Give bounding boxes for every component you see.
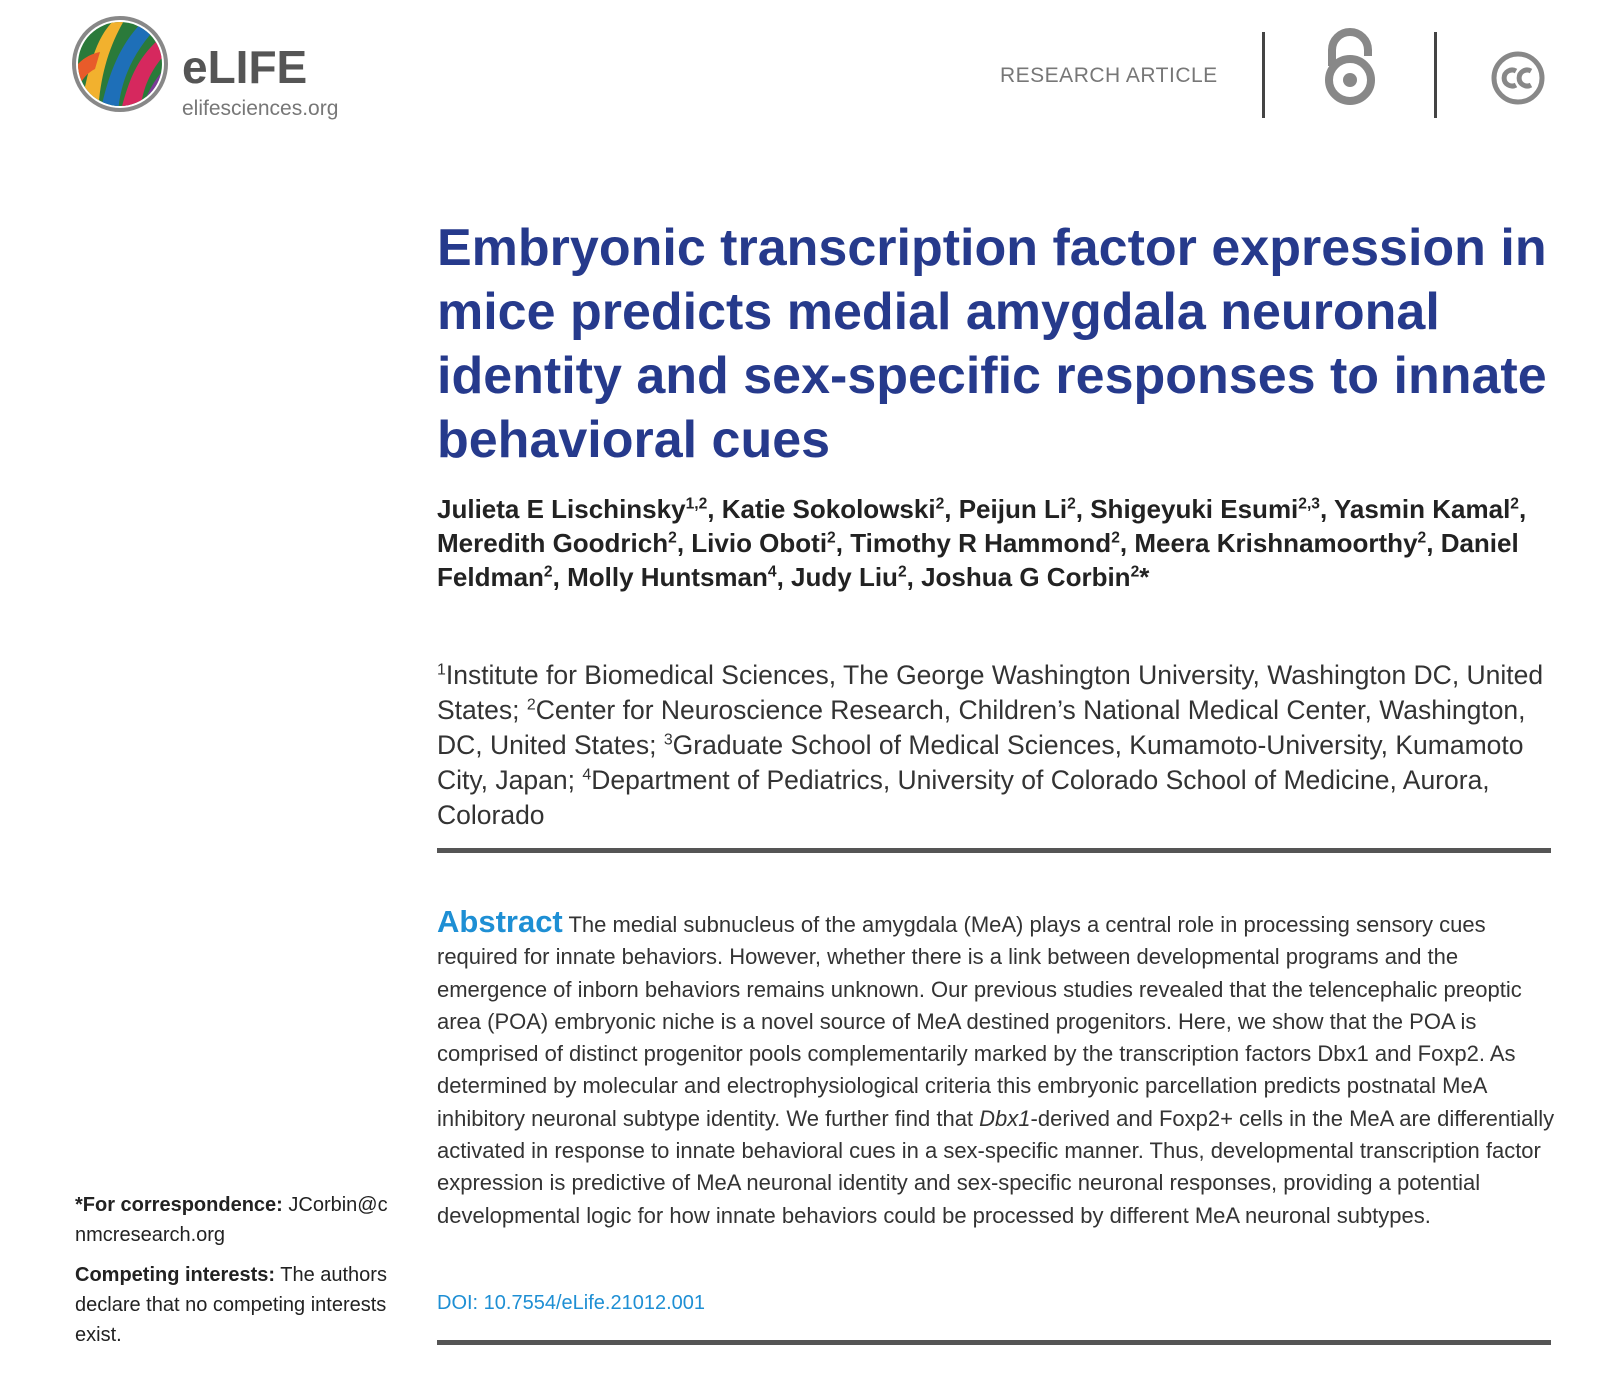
abstract-heading: Abstract	[437, 904, 563, 939]
author: Joshua G Corbin2*	[921, 562, 1149, 592]
affil-text: Department of Pediatrics, University of …	[437, 765, 1490, 830]
author-name: Shigeyuki Esumi	[1090, 494, 1299, 524]
divider	[1262, 32, 1265, 118]
affiliations: 1Institute for Biomedical Sciences, The …	[437, 658, 1557, 833]
author-affil-num: 2	[1510, 495, 1519, 513]
abstract-text: The medial subnucleus of the amygdala (M…	[437, 912, 1522, 1131]
email[interactable]: JCorbin@cnmcresearch.org	[75, 1194, 388, 1246]
abstract-text: -derived and Foxp2+ cells in the MeA are…	[437, 1105, 1555, 1228]
author-name: Daniel Feldman	[437, 528, 1519, 592]
punctuation: *	[1139, 562, 1150, 592]
author: Daniel Feldman2,	[437, 528, 1519, 592]
cc-icon	[1491, 51, 1545, 105]
affiliation: 3Graduate School of Medical Sciences, Ku…	[437, 730, 1524, 795]
affiliation: 4Department of Pediatrics, University of…	[437, 765, 1490, 830]
author-name: Livio Oboti	[691, 528, 828, 558]
author-affil-num: 2	[897, 563, 907, 581]
rule	[437, 1340, 1551, 1345]
article-type: RESEARCH ARTICLE	[1000, 64, 1218, 87]
open-access-icon	[1325, 28, 1375, 105]
author: Katie Sokolowski2,	[722, 494, 952, 524]
abstract: Abstract The medial subnucleus of the am…	[437, 904, 1557, 1232]
sidebar: *For correspondence: JCorbin@cnmcresearc…	[75, 1190, 395, 1360]
author-affil-num: 2	[1067, 495, 1076, 513]
label: Competing interests:	[75, 1264, 276, 1286]
affil-num: 4	[582, 766, 592, 784]
correspondence: *For correspondence: JCorbin@cnmcresearc…	[75, 1190, 395, 1250]
author-affil-num: 2	[1417, 529, 1427, 547]
author-affil-num: 4	[767, 563, 777, 581]
author: Livio Oboti2,	[691, 528, 843, 558]
author-list: Julieta E Lischinsky1,2, Katie Sokolowsk…	[437, 492, 1557, 594]
author-affil-num: 2	[543, 563, 553, 581]
affil-text: Graduate School of Medical Sciences, Kum…	[437, 730, 1524, 795]
author: Shigeyuki Esumi2,3,	[1090, 494, 1327, 524]
author-name: Timothy R Hammond	[850, 528, 1112, 558]
punctuation: ,	[944, 494, 952, 524]
affil-num: 1	[437, 661, 446, 679]
author-name: Meredith Goodrich	[437, 528, 669, 558]
author-name: Meera Krishnamoorthy	[1134, 528, 1418, 558]
punctuation: ,	[707, 494, 715, 524]
author: Julieta E Lischinsky1,2,	[437, 494, 714, 524]
author: Meera Krishnamoorthy2,	[1134, 528, 1433, 558]
punctuation: ,	[1426, 528, 1434, 558]
punctuation: ,	[1119, 528, 1128, 558]
author-name: Peijun Li	[958, 494, 1068, 524]
author: Timothy R Hammond2,	[850, 528, 1127, 558]
author-affil-num: 2	[1111, 529, 1120, 547]
abstract-italic: Dbx1	[979, 1105, 1031, 1131]
author-name: Molly Huntsman	[567, 562, 768, 592]
affil-num: 2	[526, 696, 536, 714]
author: Meredith Goodrich2,	[437, 528, 684, 558]
affil-text: Institute for Biomedical Sciences, The G…	[437, 660, 1544, 725]
author-name: Joshua G Corbin	[921, 562, 1131, 592]
author-name: Julieta E Lischinsky	[437, 494, 686, 524]
author-affil-num: 2	[827, 529, 836, 547]
doi-link[interactable]: DOI: 10.7554/eLife.21012.001	[437, 1292, 705, 1314]
author-affil-num: 1,2	[685, 495, 708, 513]
affiliation: 1Institute for Biomedical Sciences, The …	[437, 660, 1543, 725]
author-affil-num: 2	[668, 529, 677, 547]
author: Yasmin Kamal2,	[1334, 494, 1526, 524]
competing-interests: Competing interests: The authors declare…	[75, 1260, 395, 1350]
punctuation: ,	[1518, 494, 1527, 524]
elife-logo	[72, 16, 168, 112]
divider	[1434, 32, 1437, 118]
affil-text: Center for Neuroscience Research, Childr…	[437, 695, 1526, 760]
affiliation: 2Center for Neuroscience Research, Child…	[437, 695, 1526, 760]
rule	[437, 848, 1551, 853]
author-name: Katie Sokolowski	[721, 494, 936, 524]
punctuation: ,	[1075, 494, 1083, 524]
logo-name: eLIFE	[182, 41, 308, 93]
punctuation: ,	[776, 562, 784, 592]
author: Peijun Li2,	[959, 494, 1083, 524]
author-affil-num: 2	[1130, 563, 1140, 581]
author-name: Judy Liu	[791, 562, 898, 592]
author: Judy Liu2,	[791, 562, 914, 592]
punctuation: ,	[1319, 494, 1328, 524]
author-name: Yasmin Kamal	[1333, 494, 1511, 524]
value: The authors declare that no competing in…	[75, 1264, 387, 1346]
punctuation: ,	[676, 528, 685, 558]
punctuation: ,	[552, 562, 560, 592]
author-affil-num: 2,3	[1298, 495, 1320, 513]
article-title: Embryonic transcription factor expressio…	[437, 219, 1547, 469]
punctuation: ,	[835, 528, 843, 558]
label: *For correspondence:	[75, 1194, 283, 1216]
punctuation: ,	[906, 562, 914, 592]
logo-url: elifesciences.org	[182, 97, 339, 120]
author-affil-num: 2	[935, 495, 945, 513]
author: Molly Huntsman4,	[567, 562, 784, 592]
affil-num: 3	[663, 731, 673, 749]
